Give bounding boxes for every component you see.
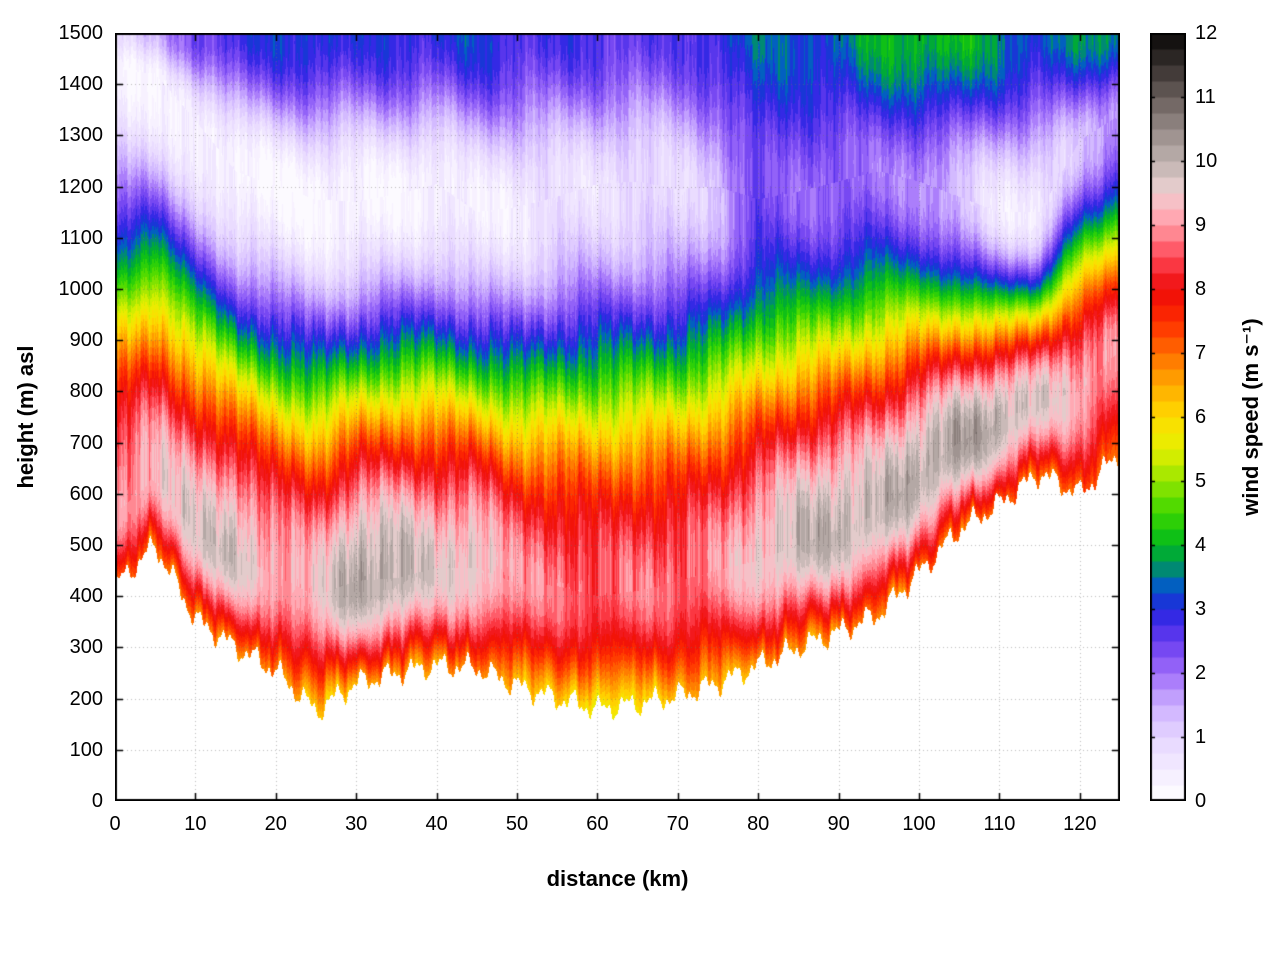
y-tick-label-1100: 1100 (59, 226, 103, 249)
x-tick-label-0: 0 (109, 813, 121, 835)
y-tick-label-1200: 1200 (58, 175, 104, 198)
x-tick-label-120: 120 (1063, 813, 1097, 835)
x-tick-label-80: 80 (747, 813, 770, 835)
x-tick-label-110: 110 (983, 813, 1016, 835)
y-tick-label-400: 400 (69, 585, 103, 608)
colorbar-tick-label-12: 12 (1195, 22, 1218, 44)
colorbar-tick-label-7: 7 (1195, 342, 1207, 364)
x-axis-label: distance (km) (546, 866, 689, 891)
x-tick-label-10: 10 (184, 813, 207, 835)
y-tick-label-1500: 1500 (58, 22, 104, 44)
colorbar-tick-label-4: 4 (1195, 534, 1207, 556)
colorbar-tick-label-1: 1 (1195, 726, 1207, 748)
x-tick-label-50: 50 (505, 813, 529, 835)
x-tick-label-60: 60 (586, 813, 609, 835)
y-tick-label-300: 300 (69, 636, 103, 659)
x-tick-label-30: 30 (345, 813, 368, 835)
x-tick-label-20: 20 (264, 813, 287, 835)
heatmap-canvas (115, 33, 1120, 801)
colorbar-tick-label-3: 3 (1195, 598, 1207, 620)
y-tick-label-200: 200 (69, 687, 103, 710)
x-tick-label-100: 100 (902, 813, 936, 835)
y-tick-label-600: 600 (69, 482, 103, 505)
y-tick-label-1400: 1400 (58, 73, 104, 96)
y-tick-label-500: 500 (69, 534, 103, 556)
colorbar-tick-label-10: 10 (1195, 150, 1218, 172)
y-tick-label-1000: 1000 (58, 278, 104, 300)
x-tick-label-90: 90 (827, 813, 850, 835)
colorbar-canvas (1150, 33, 1186, 801)
y-axis-label: height (m) asl (13, 345, 38, 489)
colorbar-tick-label-2: 2 (1195, 662, 1207, 684)
colorbar-tick-label-11: 11 (1195, 86, 1216, 108)
y-tick-label-800: 800 (69, 380, 103, 403)
x-tick-label-70: 70 (666, 813, 689, 835)
colorbar-tick-label-5: 5 (1195, 470, 1207, 492)
colorbar-tick-label-9: 9 (1195, 214, 1207, 236)
y-tick-label-1300: 1300 (58, 124, 104, 147)
y-tick-label-700: 700 (69, 431, 103, 454)
colorbar-tick-label-8: 8 (1195, 278, 1207, 300)
colorbar-tick-label-6: 6 (1195, 406, 1207, 428)
y-tick-label-900: 900 (69, 329, 103, 352)
colorbar-label: wind speed (m s⁻¹) (1238, 318, 1263, 516)
y-tick-label-0: 0 (91, 790, 103, 812)
colorbar-tick-label-0: 0 (1195, 790, 1207, 812)
x-tick-label-40: 40 (425, 813, 448, 835)
y-tick-label-100: 100 (69, 738, 103, 761)
